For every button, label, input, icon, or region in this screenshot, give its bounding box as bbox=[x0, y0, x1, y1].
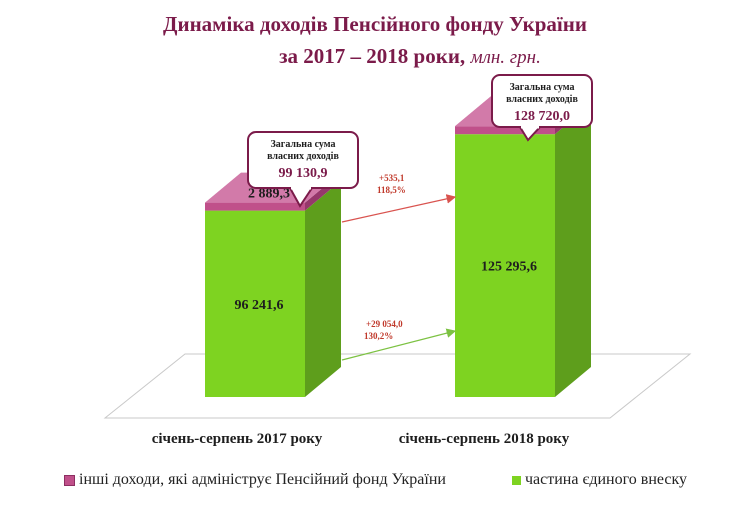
bar-stack-2: 125 295,63 424,4 bbox=[455, 96, 591, 398]
category-label-1: січень-серпень 2017 року bbox=[152, 431, 323, 447]
bar-side-single-2 bbox=[555, 104, 591, 398]
legend-label-single: частина єдиного внеску bbox=[525, 471, 688, 488]
arrows-group: +535,1 118,5% +29 054,0 130,2% bbox=[341, 173, 457, 361]
legend-swatch-other bbox=[64, 474, 75, 486]
bar-front-single-2 bbox=[455, 134, 555, 398]
callout-box bbox=[491, 74, 593, 128]
callout-total-value: 99 130,9 bbox=[279, 166, 328, 181]
change-annotation-2: +29 054,0 130,2% bbox=[341, 319, 457, 361]
bar-front-single-1 bbox=[205, 210, 305, 397]
category-labels-group: січень-серпень 2017 року січень-серпень 2… bbox=[152, 431, 570, 447]
callout-label-line2: власних доходів bbox=[267, 151, 339, 162]
bar-side-single-1 bbox=[305, 180, 341, 397]
callout-total-value: 128 720,0 bbox=[514, 109, 570, 124]
change-delta: +29 054,0 bbox=[366, 319, 403, 329]
legend-swatch-single bbox=[512, 475, 521, 485]
legend-item-other-income: інші доходи, які адмініструє Пенсійний ф… bbox=[64, 471, 446, 489]
change-arrow bbox=[341, 194, 457, 223]
category-label-2: січень-серпень 2018 року bbox=[399, 431, 570, 447]
legend-label-other: інші доходи, які адмініструє Пенсійний ф… bbox=[79, 471, 446, 488]
chart-floor bbox=[103, 353, 692, 419]
bar-front-other-2 bbox=[455, 126, 555, 135]
legend-item-single-contribution: частина єдиного внеску bbox=[512, 471, 687, 489]
change-pct: 118,5% bbox=[377, 185, 406, 195]
subtitle-unit: млн. грн. bbox=[470, 47, 541, 68]
bar-stack-1: 96 241,6 2 889,3 bbox=[205, 172, 341, 397]
chart-title: Динаміка доходів Пенсійного фонду Україн… bbox=[163, 12, 587, 36]
value-label-single-2: 125 295,6 bbox=[481, 260, 537, 275]
change-pct: 130,2% bbox=[364, 331, 393, 341]
change-arrow bbox=[341, 328, 457, 361]
callout-label-line2: власних доходів bbox=[506, 94, 578, 105]
callout-label-line1: Загальна сума bbox=[271, 139, 336, 150]
callout-label-line1: Загальна сума bbox=[510, 82, 575, 93]
change-delta: +535,1 bbox=[379, 173, 405, 183]
value-label-single-1: 96 241,6 bbox=[235, 298, 284, 313]
chart-subtitle: за 2017 – 2018 роки, млн. грн. bbox=[0, 44, 750, 69]
subtitle-main: за 2017 – 2018 роки, bbox=[279, 44, 466, 68]
value-label-other-1: 2 889,3 bbox=[248, 187, 290, 202]
change-annotation-1: +535,1 118,5% bbox=[341, 173, 457, 223]
bar-front-other-1 bbox=[205, 202, 305, 211]
